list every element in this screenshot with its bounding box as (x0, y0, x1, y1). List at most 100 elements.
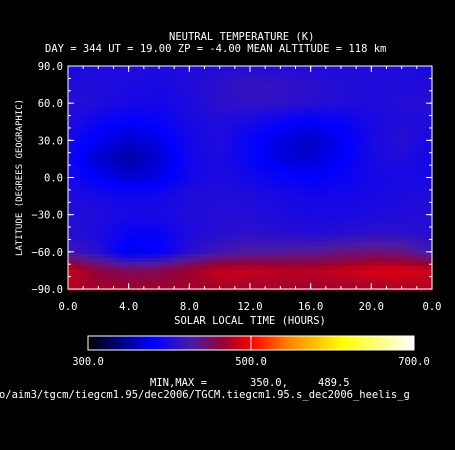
heatmap-cell (108, 142, 113, 147)
heatmap-cell (228, 222, 233, 227)
heatmap-cell (152, 126, 157, 131)
heatmap-cell (292, 262, 297, 267)
heatmap-cell (376, 262, 381, 267)
heatmap-cell (280, 242, 285, 247)
heatmap-cell (312, 142, 317, 147)
heatmap-cell (236, 70, 241, 75)
heatmap-cell (356, 274, 361, 279)
heatmap-cell (312, 194, 317, 199)
heatmap-cell (376, 246, 381, 251)
heatmap-cell (380, 266, 385, 271)
heatmap-cell (304, 146, 309, 151)
heatmap-cell (304, 230, 309, 235)
heatmap-cell (416, 118, 421, 123)
heatmap-cell (396, 134, 401, 139)
heatmap-cell (176, 214, 181, 219)
heatmap-cell (264, 178, 269, 183)
heatmap-cell (392, 266, 397, 271)
heatmap-cell (280, 234, 285, 239)
heatmap-cell (260, 246, 265, 251)
heatmap-cell (416, 146, 421, 151)
heatmap-cell (184, 202, 189, 207)
heatmap-cell (336, 70, 341, 75)
heatmap-cell (328, 166, 333, 171)
heatmap-cell (340, 258, 345, 263)
heatmap-cell (140, 266, 145, 271)
heatmap-cell (348, 278, 353, 283)
heatmap-cell (240, 194, 245, 199)
heatmap-cell (364, 154, 369, 159)
heatmap-cell (84, 66, 89, 71)
heatmap-cell (72, 274, 77, 279)
heatmap-cell (164, 266, 169, 271)
heatmap-cell (132, 270, 137, 275)
heatmap-cell (144, 74, 149, 79)
heatmap-cell (200, 130, 205, 135)
heatmap-cell (312, 126, 317, 131)
heatmap-cell (380, 146, 385, 151)
heatmap-cell (204, 278, 209, 283)
heatmap-cell (132, 250, 137, 255)
heatmap-cell (180, 166, 185, 171)
heatmap-cell (300, 218, 305, 223)
heatmap-cell (96, 206, 101, 211)
heatmap-cell (260, 250, 265, 255)
heatmap-cell (400, 78, 405, 83)
heatmap-cell (188, 206, 193, 211)
heatmap-cell (176, 258, 181, 263)
heatmap-cell (196, 174, 201, 179)
heatmap-cell (408, 122, 413, 127)
heatmap-cell (284, 270, 289, 275)
heatmap-cell (428, 166, 433, 171)
heatmap-cell (228, 162, 233, 167)
heatmap-cell (76, 234, 81, 239)
heatmap-cell (400, 162, 405, 167)
heatmap-cell (180, 110, 185, 115)
heatmap-cell (76, 134, 81, 139)
heatmap-cell (88, 106, 93, 111)
heatmap-cell (132, 142, 137, 147)
heatmap-cell (288, 254, 293, 259)
heatmap-cell (88, 206, 93, 211)
heatmap-cell (400, 250, 405, 255)
heatmap-cell (76, 202, 81, 207)
heatmap-cell (412, 202, 417, 207)
heatmap-cell (156, 98, 161, 103)
heatmap-cell (120, 250, 125, 255)
heatmap-cell (396, 254, 401, 259)
heatmap-cell (212, 258, 217, 263)
heatmap-cell (400, 126, 405, 131)
heatmap-cell (184, 198, 189, 203)
heatmap-cell (268, 82, 273, 87)
heatmap-cell (176, 178, 181, 183)
heatmap-cell (132, 86, 137, 91)
heatmap-cell (232, 238, 237, 243)
heatmap-cell (112, 126, 117, 131)
heatmap-cell (96, 158, 101, 163)
heatmap-cell (268, 162, 273, 167)
heatmap-cell (316, 254, 321, 259)
heatmap-cell (404, 222, 409, 227)
heatmap-cell (372, 198, 377, 203)
heatmap-cell (384, 110, 389, 115)
heatmap-cell (152, 142, 157, 147)
heatmap-cell (260, 86, 265, 91)
heatmap-cell (208, 74, 213, 79)
heatmap-cell (252, 138, 257, 143)
heatmap-cell (88, 266, 93, 271)
heatmap-cell (312, 178, 317, 183)
heatmap-cell (324, 166, 329, 171)
heatmap-cell (128, 154, 133, 159)
heatmap-cell (240, 218, 245, 223)
heatmap-cell (356, 106, 361, 111)
heatmap-cell (220, 282, 225, 287)
heatmap-cell (356, 202, 361, 207)
heatmap-cell (220, 142, 225, 147)
heatmap-cell (372, 118, 377, 123)
heatmap-cell (328, 90, 333, 95)
heatmap-cell (408, 90, 413, 95)
heatmap-cell (268, 178, 273, 183)
heatmap-cell (156, 90, 161, 95)
heatmap-cell (248, 182, 253, 187)
heatmap-cell (388, 170, 393, 175)
